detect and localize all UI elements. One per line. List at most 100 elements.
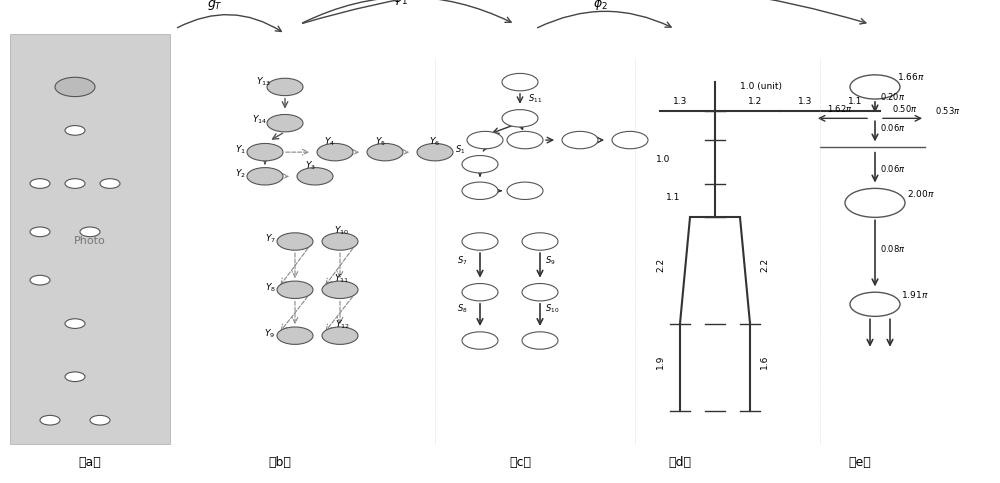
Text: 1.0: 1.0 [656, 155, 670, 164]
Circle shape [55, 77, 95, 97]
Text: $Y_5$: $Y_5$ [375, 135, 385, 148]
Text: $Y_{11}$: $Y_{11}$ [334, 273, 350, 285]
Circle shape [462, 182, 498, 199]
Text: 0.20$\pi$: 0.20$\pi$ [880, 91, 905, 102]
Circle shape [612, 131, 648, 149]
Circle shape [65, 372, 85, 382]
Circle shape [277, 327, 313, 344]
Text: 1.62$\pi$: 1.62$\pi$ [827, 103, 853, 114]
Text: $Y_9$: $Y_9$ [264, 327, 276, 340]
Text: （a）: （a） [79, 455, 101, 469]
Circle shape [522, 284, 558, 301]
Circle shape [30, 179, 50, 188]
Text: $S_5$: $S_5$ [469, 137, 480, 149]
Text: $S_6$: $S_6$ [528, 137, 539, 149]
Text: （b）: （b） [269, 455, 291, 469]
Text: 1.0 (unit): 1.0 (unit) [740, 83, 782, 91]
Circle shape [80, 227, 100, 237]
Circle shape [247, 143, 283, 161]
Circle shape [317, 143, 353, 161]
Circle shape [462, 156, 498, 173]
Circle shape [502, 110, 538, 127]
Text: $S_4$: $S_4$ [614, 137, 625, 149]
Circle shape [90, 415, 110, 425]
Circle shape [30, 227, 50, 237]
Circle shape [30, 275, 50, 285]
Circle shape [845, 188, 905, 217]
Circle shape [507, 182, 543, 199]
Circle shape [502, 73, 538, 91]
Text: $S_3$: $S_3$ [564, 137, 575, 149]
Circle shape [65, 179, 85, 188]
Text: 0.50$\pi$: 0.50$\pi$ [892, 103, 918, 114]
Text: $Y_3$: $Y_3$ [305, 159, 315, 172]
Text: 1.66$\pi$: 1.66$\pi$ [897, 71, 925, 82]
Text: $Y_{10}$: $Y_{10}$ [334, 225, 350, 237]
Circle shape [40, 415, 60, 425]
Text: 1.2: 1.2 [748, 97, 762, 106]
Text: （d）: （d） [668, 455, 692, 469]
Text: （c）: （c） [509, 455, 531, 469]
Text: 1.1: 1.1 [666, 194, 680, 202]
Text: 0.06$\pi$: 0.06$\pi$ [880, 163, 906, 174]
Circle shape [247, 168, 283, 185]
Text: $S_{10}$: $S_{10}$ [545, 302, 559, 315]
Circle shape [65, 319, 85, 328]
Circle shape [850, 292, 900, 316]
Text: $S_7$: $S_7$ [457, 254, 468, 267]
Text: $Y_7$: $Y_7$ [265, 233, 275, 245]
Text: 0.53$\pi$: 0.53$\pi$ [935, 105, 961, 116]
FancyBboxPatch shape [10, 34, 170, 444]
Text: 1.3: 1.3 [798, 97, 812, 106]
Circle shape [267, 114, 303, 132]
Text: $\phi_1$: $\phi_1$ [393, 0, 407, 7]
Text: $g_T$: $g_T$ [207, 0, 223, 12]
Circle shape [462, 284, 498, 301]
Text: $S_2$: $S_2$ [485, 187, 495, 200]
Circle shape [322, 327, 358, 344]
Circle shape [297, 168, 333, 185]
Text: $S_1$: $S_1$ [455, 143, 465, 156]
Circle shape [322, 233, 358, 250]
Text: 1.9: 1.9 [656, 355, 665, 369]
Circle shape [267, 78, 303, 96]
Text: $Y_2$: $Y_2$ [235, 168, 245, 180]
Circle shape [367, 143, 403, 161]
Text: $Y_{14}$: $Y_{14}$ [252, 113, 268, 126]
Circle shape [562, 131, 598, 149]
Circle shape [65, 126, 85, 135]
Text: Photo: Photo [74, 237, 106, 246]
Circle shape [100, 179, 120, 188]
Text: 1.6: 1.6 [760, 355, 769, 369]
Circle shape [462, 233, 498, 250]
Circle shape [462, 332, 498, 349]
Circle shape [522, 233, 558, 250]
Circle shape [277, 233, 313, 250]
Circle shape [277, 281, 313, 298]
Text: 1.1: 1.1 [848, 97, 862, 106]
Text: $Y_4$: $Y_4$ [324, 135, 336, 148]
Text: $\phi_2$: $\phi_2$ [593, 0, 607, 12]
Text: 0.08$\pi$: 0.08$\pi$ [880, 243, 906, 254]
Text: $S_8$: $S_8$ [457, 302, 468, 315]
Text: $S_{11}$: $S_{11}$ [528, 93, 542, 105]
Circle shape [522, 332, 558, 349]
Circle shape [507, 131, 543, 149]
Text: $Y_8$: $Y_8$ [265, 281, 275, 294]
Text: $Y_{12}$: $Y_{12}$ [335, 319, 349, 331]
Text: 2.2: 2.2 [656, 258, 665, 272]
Text: 2.00$\pi$: 2.00$\pi$ [907, 188, 935, 199]
Text: $Y_{13}$: $Y_{13}$ [256, 76, 270, 88]
Circle shape [322, 281, 358, 298]
Text: （e）: （e） [849, 455, 871, 469]
Circle shape [467, 131, 503, 149]
Circle shape [417, 143, 453, 161]
Text: $Y_6$: $Y_6$ [429, 135, 441, 148]
Text: 1.91$\pi$: 1.91$\pi$ [901, 289, 929, 300]
Text: $S_9$: $S_9$ [545, 254, 556, 267]
Text: 2.2: 2.2 [760, 258, 769, 272]
Text: $Y_1$: $Y_1$ [235, 143, 245, 156]
Text: 0.06$\pi$: 0.06$\pi$ [880, 122, 906, 133]
Circle shape [850, 75, 900, 99]
Text: 1.3: 1.3 [673, 97, 687, 106]
